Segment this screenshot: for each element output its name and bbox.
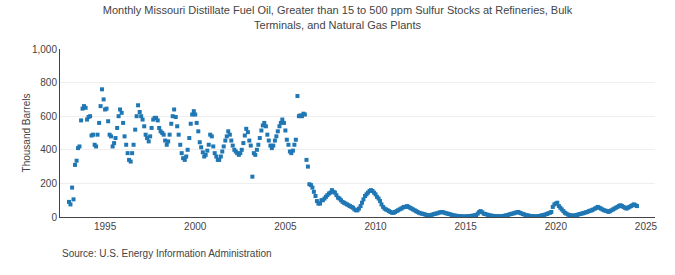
svg-text:Thousand Barrels: Thousand Barrels	[21, 94, 32, 173]
svg-text:2010: 2010	[364, 221, 387, 232]
svg-text:400: 400	[40, 144, 57, 155]
svg-text:1,000: 1,000	[32, 44, 57, 55]
svg-text:1995: 1995	[94, 221, 117, 232]
svg-text:0: 0	[51, 212, 57, 223]
svg-text:2000: 2000	[184, 221, 207, 232]
svg-text:2020: 2020	[545, 221, 568, 232]
svg-text:200: 200	[40, 178, 57, 189]
svg-text:2005: 2005	[274, 221, 297, 232]
svg-text:2015: 2015	[455, 221, 478, 232]
svg-text:800: 800	[40, 77, 57, 88]
svg-text:2025: 2025	[635, 221, 658, 232]
svg-text:600: 600	[40, 111, 57, 122]
svg-text:Monthly Missouri Distillate Fu: Monthly Missouri Distillate Fuel Oil, Gr…	[103, 4, 573, 30]
svg-text:Source: U.S. Energy Informatio: Source: U.S. Energy Information Administ…	[62, 248, 272, 259]
